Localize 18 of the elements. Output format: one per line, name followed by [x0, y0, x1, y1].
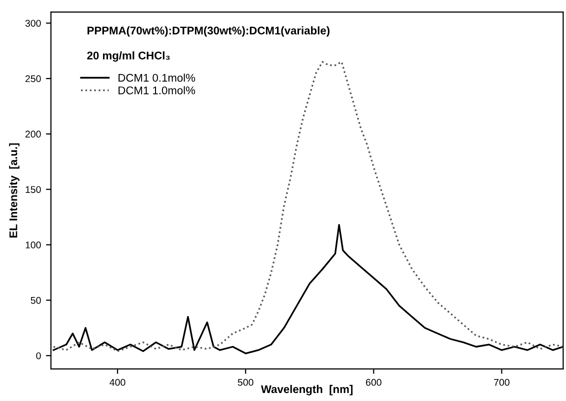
text: PPPMA(70wt%):DTPM(30wt%):DCM1(variable) — [88, 26, 330, 37]
x-tick-label: 500 — [238, 378, 254, 386]
y-axis-title: EL Intensity [a.u.] — [9, 143, 20, 238]
x-tick-label: 400 — [110, 378, 126, 386]
x-axis-title: Wavelength [nm] — [260, 384, 353, 396]
y-tick-label: 100 — [26, 242, 41, 248]
y-tick-label: 200 — [25, 130, 41, 138]
y-tick-label: 50 — [30, 296, 41, 304]
y-tick-label: 300 — [25, 20, 41, 27]
y-tick-label: 250 — [25, 75, 41, 82]
y-tick-label: 150 — [26, 186, 41, 193]
y-tick-label: 0 — [36, 352, 41, 360]
legend-label: DCM1 0.1mol% — [118, 74, 196, 82]
x-tick-label: 600 — [366, 378, 382, 386]
x-tick-label: 700 — [494, 378, 510, 386]
line-series — [52, 61, 564, 352]
text: 20 mg/ml CHCl₃ — [87, 51, 170, 62]
legend-label: DCM1 1.0mol% — [118, 86, 196, 94]
